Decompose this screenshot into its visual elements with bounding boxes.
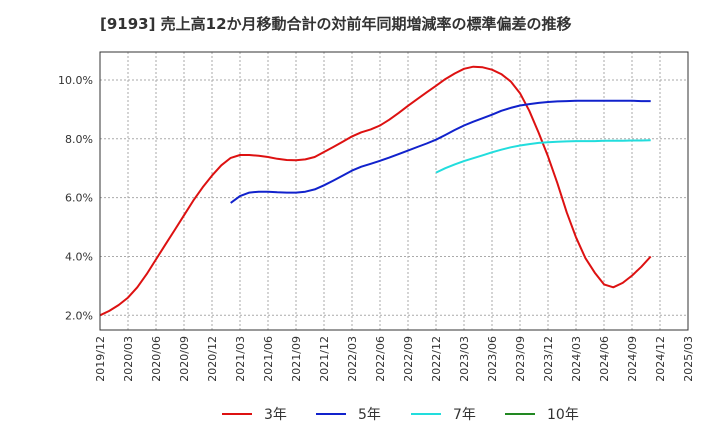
x-axis-ticks: 2019/12 2020/03 2020/06 2020/09 2020/12 2021/…: [94, 336, 695, 382]
x-tick-label: 2023/09: [514, 336, 527, 382]
legend-label-3: 10年: [547, 407, 579, 423]
y-tick-label: 6.0%: [65, 192, 93, 205]
x-tick-label: 2021/06: [262, 336, 275, 382]
legend-label-0: 3年: [264, 407, 287, 423]
y-axis-ticks: 2.0% 4.0% 6.0% 8.0% 10.0%: [58, 74, 93, 322]
series-line-2: [435, 139, 651, 174]
x-tick-label: 2024/12: [654, 336, 667, 382]
plot-frame: [99, 51, 689, 331]
x-tick-label: 2020/06: [150, 336, 163, 382]
series-line-0: [99, 65, 652, 317]
x-tick-label: 2022/03: [346, 336, 359, 382]
x-tick-label: 2022/12: [430, 336, 443, 382]
x-tick-label: 2020/09: [178, 336, 191, 382]
x-tick-label: 2024/03: [570, 336, 583, 382]
grid: [100, 52, 688, 330]
chart-title: [9193] 売上高12か月移動合計の対前年同期増減率の標準偏差の推移: [100, 15, 572, 33]
legend-label-1: 5年: [358, 407, 381, 423]
legend-label-2: 7年: [453, 407, 476, 423]
x-tick-label: 2021/03: [234, 336, 247, 382]
series-layer: [99, 65, 652, 317]
x-tick-label: 2020/03: [122, 336, 135, 382]
x-tick-label: 2023/12: [542, 336, 555, 382]
x-tick-label: 2024/06: [598, 336, 611, 382]
x-tick-label: 2022/06: [374, 336, 387, 382]
x-tick-label: 2022/09: [402, 336, 415, 382]
x-tick-label: 2021/09: [290, 336, 303, 382]
y-tick-label: 4.0%: [65, 250, 93, 263]
x-tick-label: 2024/09: [626, 336, 639, 382]
x-tick-label: 2021/12: [318, 336, 331, 382]
x-tick-label: 2025/03: [682, 336, 695, 382]
legend: 3年 5年 7年 10年: [222, 407, 579, 423]
x-tick-label: 2023/03: [458, 336, 471, 382]
x-tick-label: 2020/12: [206, 336, 219, 382]
y-tick-label: 8.0%: [65, 133, 93, 146]
x-tick-label: 2023/06: [486, 336, 499, 382]
y-tick-label: 2.0%: [65, 309, 93, 322]
series-line-1: [230, 99, 651, 204]
y-tick-label: 10.0%: [58, 74, 93, 87]
x-tick-label: 2019/12: [94, 336, 107, 382]
